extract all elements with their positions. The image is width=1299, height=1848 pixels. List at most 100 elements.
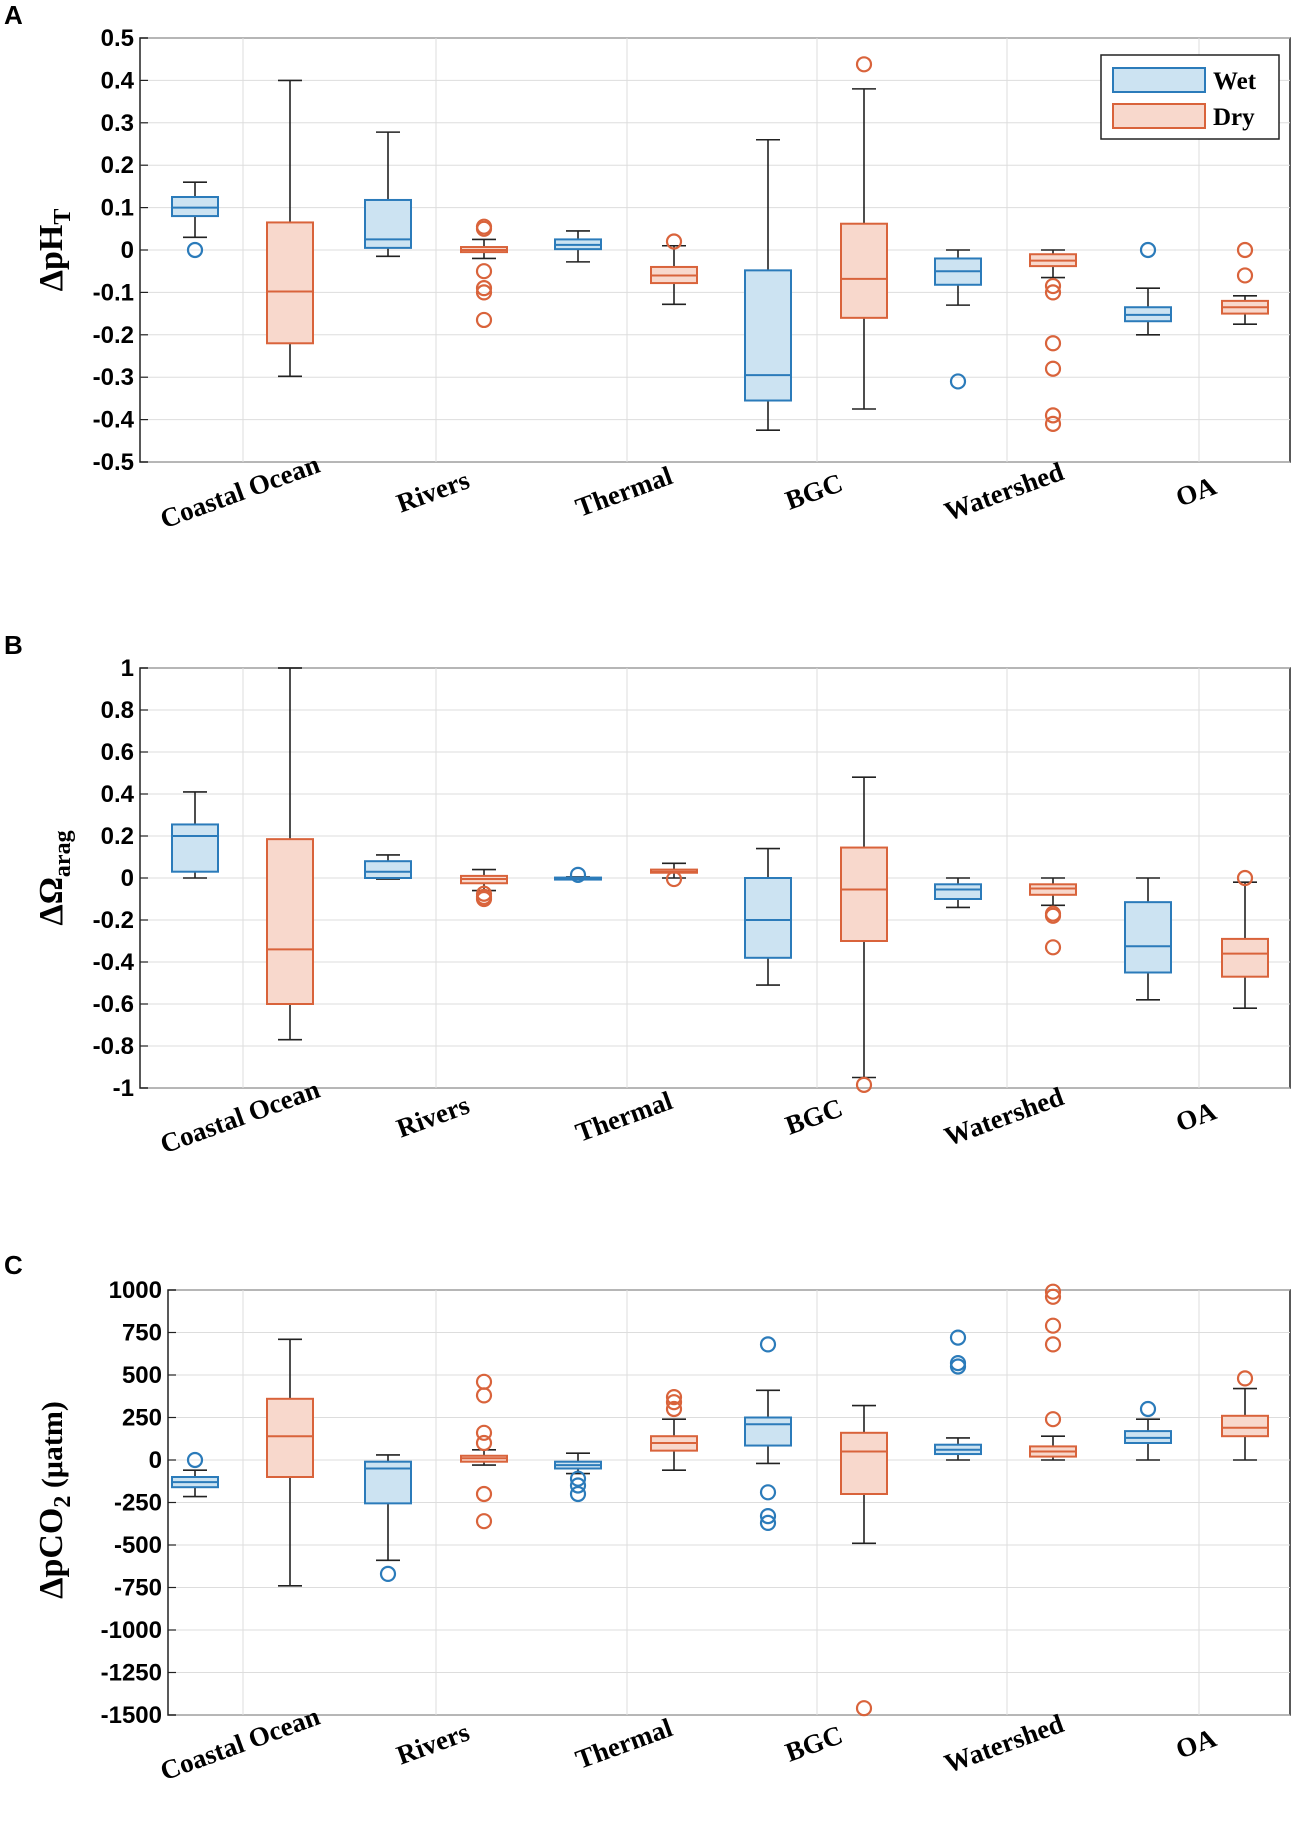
- x-tick-label: Rivers: [393, 1090, 474, 1144]
- y-tick-label: -0.1: [93, 279, 134, 306]
- outlier-point: [1139, 1400, 1157, 1418]
- box-dry-5: [1221, 869, 1269, 1010]
- outlier-point: [475, 1513, 493, 1530]
- iqr-box: [744, 877, 792, 959]
- panel-b-label: B: [4, 630, 23, 660]
- box-wet-5: [1124, 1400, 1172, 1461]
- box-wet-1: [364, 1454, 412, 1583]
- outlier-point: [475, 220, 493, 237]
- box-wet-1: [364, 854, 412, 880]
- box-wet-5: [1124, 241, 1172, 336]
- iqr-box: [171, 823, 219, 873]
- outlier-point: [1139, 241, 1157, 259]
- outlier-point: [475, 263, 493, 280]
- outlier-point: [759, 1514, 777, 1532]
- x-tick-label: OA: [1172, 470, 1221, 512]
- y-tick-label: 0.2: [101, 823, 134, 850]
- iqr-box: [934, 883, 982, 900]
- iqr-box: [266, 838, 314, 1006]
- box-dry-0: [266, 79, 314, 378]
- x-tick-label: Rivers: [393, 1717, 474, 1771]
- box-wet-0: [171, 181, 219, 259]
- iqr-box: [1221, 1414, 1269, 1438]
- outlier-point: [475, 284, 493, 301]
- box-dry-5: [1221, 1370, 1269, 1461]
- outlier-point: [665, 1388, 683, 1406]
- outlier-point: [475, 1373, 493, 1390]
- y-tick-label: 0.8: [101, 697, 134, 724]
- y-tick-label: -0.2: [93, 322, 134, 349]
- y-tick-label: -0.4: [93, 407, 135, 434]
- box-wet-4: [934, 249, 982, 390]
- outlier-point: [1044, 939, 1062, 956]
- outlier-point: [1236, 241, 1254, 259]
- box-wet-1: [364, 131, 412, 258]
- legend-dry-label: Dry: [1213, 104, 1255, 131]
- y-tick-label: 0.4: [101, 67, 135, 94]
- outlier-point: [949, 1358, 967, 1375]
- panel-a-label: A: [4, 0, 23, 30]
- outlier-point: [186, 241, 204, 259]
- iqr-box: [840, 222, 888, 319]
- iqr-box: [744, 1416, 792, 1447]
- iqr-box: [1029, 883, 1077, 896]
- box-dry-4: [1029, 877, 1077, 956]
- y-tick-label: 250: [122, 1405, 162, 1432]
- x-tick-label: Thermal: [572, 460, 677, 523]
- y-tick-label: -0.5: [93, 449, 134, 476]
- box-wet-3: [744, 847, 792, 986]
- y-tick-label: -750: [114, 1575, 162, 1602]
- iqr-box: [364, 198, 412, 249]
- x-tick-label: BGC: [781, 467, 846, 515]
- panel-a: A -0.5-0.4-0.3-0.2-0.100.10.20.30.40.5Co…: [4, 0, 1291, 534]
- outlier-point: [1044, 1411, 1062, 1428]
- outlier-point: [475, 311, 493, 329]
- y-tick-label: 500: [122, 1362, 162, 1389]
- outlier-point: [475, 1387, 493, 1404]
- outlier-point: [475, 1485, 493, 1503]
- iqr-box: [744, 269, 792, 402]
- box-dry-2: [650, 862, 698, 888]
- y-tick-label: -0.2: [93, 907, 134, 934]
- y-tick-label: -0.6: [93, 991, 134, 1018]
- outlier-point: [186, 1451, 204, 1469]
- y-tick-label: -0.4: [93, 949, 135, 976]
- box-dry-0: [266, 1338, 314, 1587]
- outlier-point: [949, 1329, 967, 1346]
- iqr-box: [364, 860, 412, 880]
- box-dry-4: [1029, 1283, 1077, 1461]
- outlier-point: [569, 866, 587, 883]
- y-tick-label: -500: [114, 1532, 162, 1559]
- y-tick-label: 0.5: [101, 25, 134, 52]
- outlier-point: [855, 1700, 873, 1717]
- outlier-point: [1044, 1317, 1062, 1334]
- y-tick-label: 0.1: [101, 195, 134, 222]
- outlier-point: [855, 56, 873, 73]
- outlier-point: [665, 1400, 683, 1418]
- y-tick-label: -1250: [101, 1660, 162, 1687]
- outlier-point: [665, 233, 683, 250]
- outlier-point: [1044, 1288, 1062, 1305]
- outlier-point: [475, 1434, 493, 1452]
- outlier-point: [759, 1336, 777, 1353]
- outlier-point: [569, 1477, 587, 1494]
- outlier-point: [1236, 1370, 1254, 1387]
- panel-c: C -1500 -1250 -1000 -750 -500 -250 0 250 500 750 1…: [4, 1250, 1291, 1786]
- box-dry-2: [650, 233, 698, 306]
- iqr-box: [171, 196, 219, 218]
- box-wet-0: [171, 1451, 219, 1498]
- outlier-point: [759, 1507, 777, 1525]
- outlier-point: [569, 1470, 587, 1487]
- y-tick-label: 0: [121, 865, 134, 892]
- outlier-point: [1044, 1336, 1062, 1353]
- box-wet-5: [1124, 877, 1172, 1001]
- outlier-point: [759, 1484, 777, 1501]
- outlier-point: [1236, 267, 1254, 284]
- y-tick-label: 750: [122, 1320, 162, 1347]
- outlier-point: [1044, 335, 1062, 352]
- box-wet-3: [744, 1336, 792, 1532]
- y-tick-label: 1000: [109, 1277, 162, 1304]
- box-wet-0: [171, 791, 219, 879]
- y-tick-label: 0: [149, 1447, 162, 1474]
- y-tick-label: 0.4: [101, 781, 135, 808]
